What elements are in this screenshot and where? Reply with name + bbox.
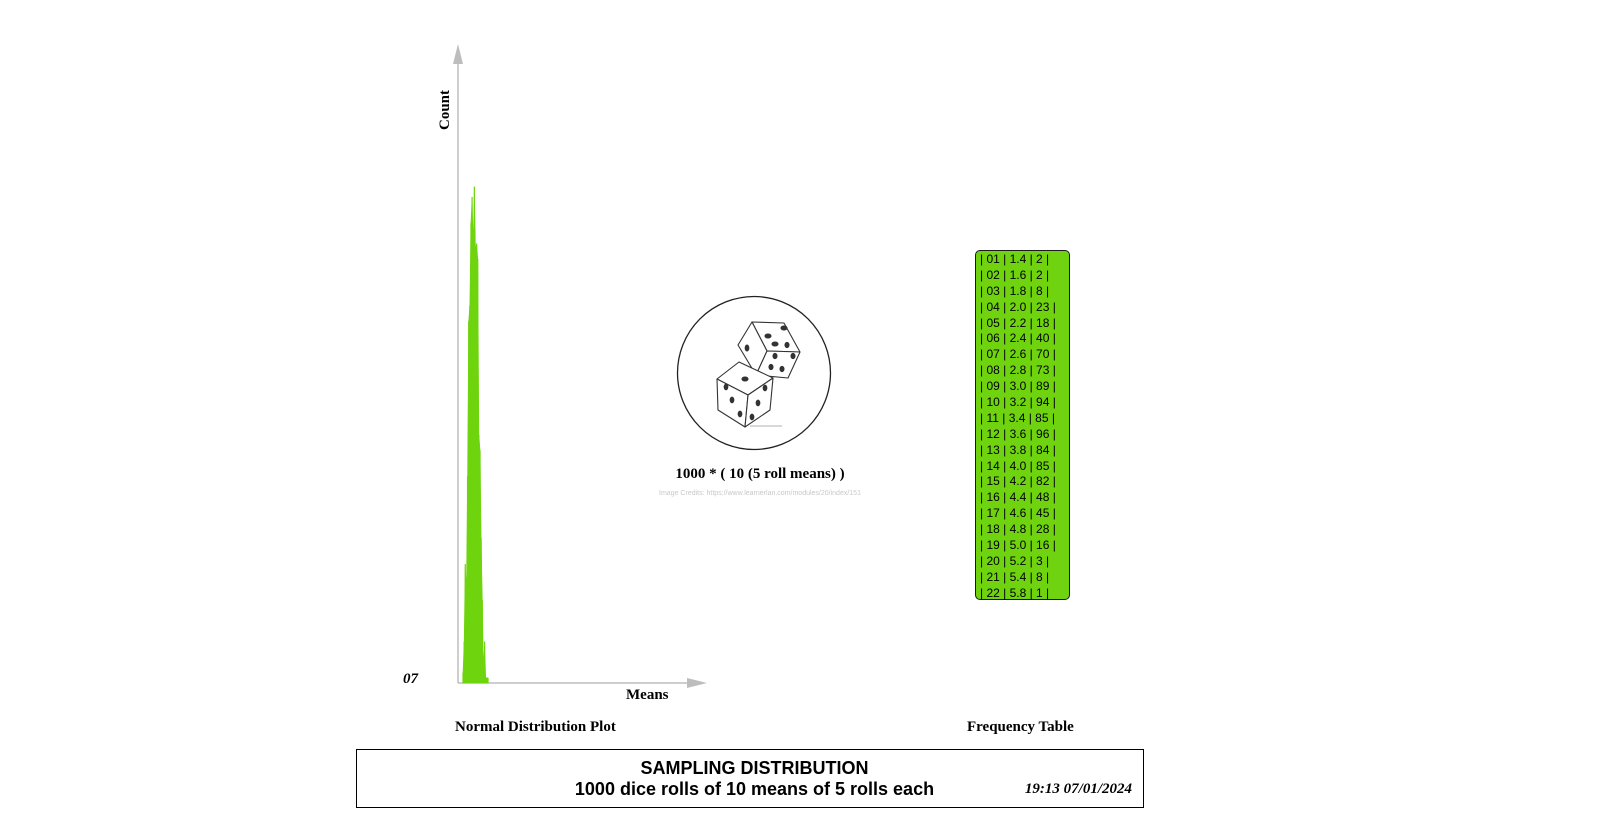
frequency-table-row: | 14 | 4.0 | 85 | [980,458,1056,473]
frequency-table: | 01 | 1.4 | 2 | | 02 | 1.6 | 2 | | 03 | 1… [975,250,1070,600]
frequency-table-row: | 07 | 2.6 | 70 | [980,347,1056,362]
frequency-table-row: | 17 | 4.6 | 45 | [980,506,1056,521]
frequency-table-row: | 12 | 3.6 | 96 | [980,426,1056,441]
frequency-table-title: Frequency Table [967,719,1074,735]
footer-box: SAMPLING DISTRIBUTION 1000 dice rolls of… [356,749,1144,808]
frequency-table-row: | 04 | 2.0 | 23 | [980,299,1056,314]
frequency-table-row: | 16 | 4.4 | 48 | [980,490,1056,505]
y-axis-label: Count [437,90,453,130]
frequency-table-row: | 22 | 5.8 | 1 | [980,585,1050,600]
frequency-table-row: | 11 | 3.4 | 85 | [980,410,1055,425]
frequency-table-row: | 21 | 5.4 | 8 | [980,569,1050,584]
frequency-table-row: | 01 | 1.4 | 2 | [980,252,1050,266]
frequency-table-row: | 08 | 2.8 | 73 | [980,363,1056,378]
plot-marks [462,186,489,684]
y-axis-arrow [453,44,463,64]
frequency-table-row: | 03 | 1.8 | 8 | [980,283,1050,298]
footer-subtitle: 1000 dice rolls of 10 means of 5 rolls e… [574,779,935,799]
dice-icon [716,321,801,428]
y-axis-bottom-label: 07 [403,671,419,687]
frequency-table-row: | 13 | 3.8 | 84 | [980,442,1056,457]
frequency-table-row: | 09 | 3.0 | 89 | [980,379,1056,394]
image-credits: Image Credits: https://www.learnerlan.co… [659,490,861,497]
frequency-table-row: | 02 | 1.6 | 2 | [980,267,1050,282]
footer-title: SAMPLING DISTRIBUTION [640,758,869,778]
footer-timestamp: 19:13 07/01/2024 [1024,781,1132,797]
x-axis-label: Means [626,687,669,703]
frequency-table-row: | 06 | 2.4 | 40 | [980,331,1056,346]
frequency-table-row: | 19 | 5.0 | 16 | [980,538,1056,553]
frequency-table-row: | 18 | 4.8 | 28 | [980,522,1056,537]
frequency-table-row: | 10 | 3.2 | 94 | [980,395,1056,410]
frequency-table-row: | 05 | 2.2 | 18 | [980,315,1056,330]
dice-caption: 1000 * ( 10 (5 roll means) ) [675,466,845,482]
frequency-table-row: | 15 | 4.2 | 82 | [980,474,1056,489]
x-axis-arrow [687,678,707,688]
plot-title: Normal Distribution Plot [455,719,616,735]
frequency-table-rows: | 01 | 1.4 | 2 | | 02 | 1.6 | 2 | | 03 | 1… [980,252,1069,602]
frequency-table-row: | 20 | 5.2 | 3 | [980,553,1050,568]
